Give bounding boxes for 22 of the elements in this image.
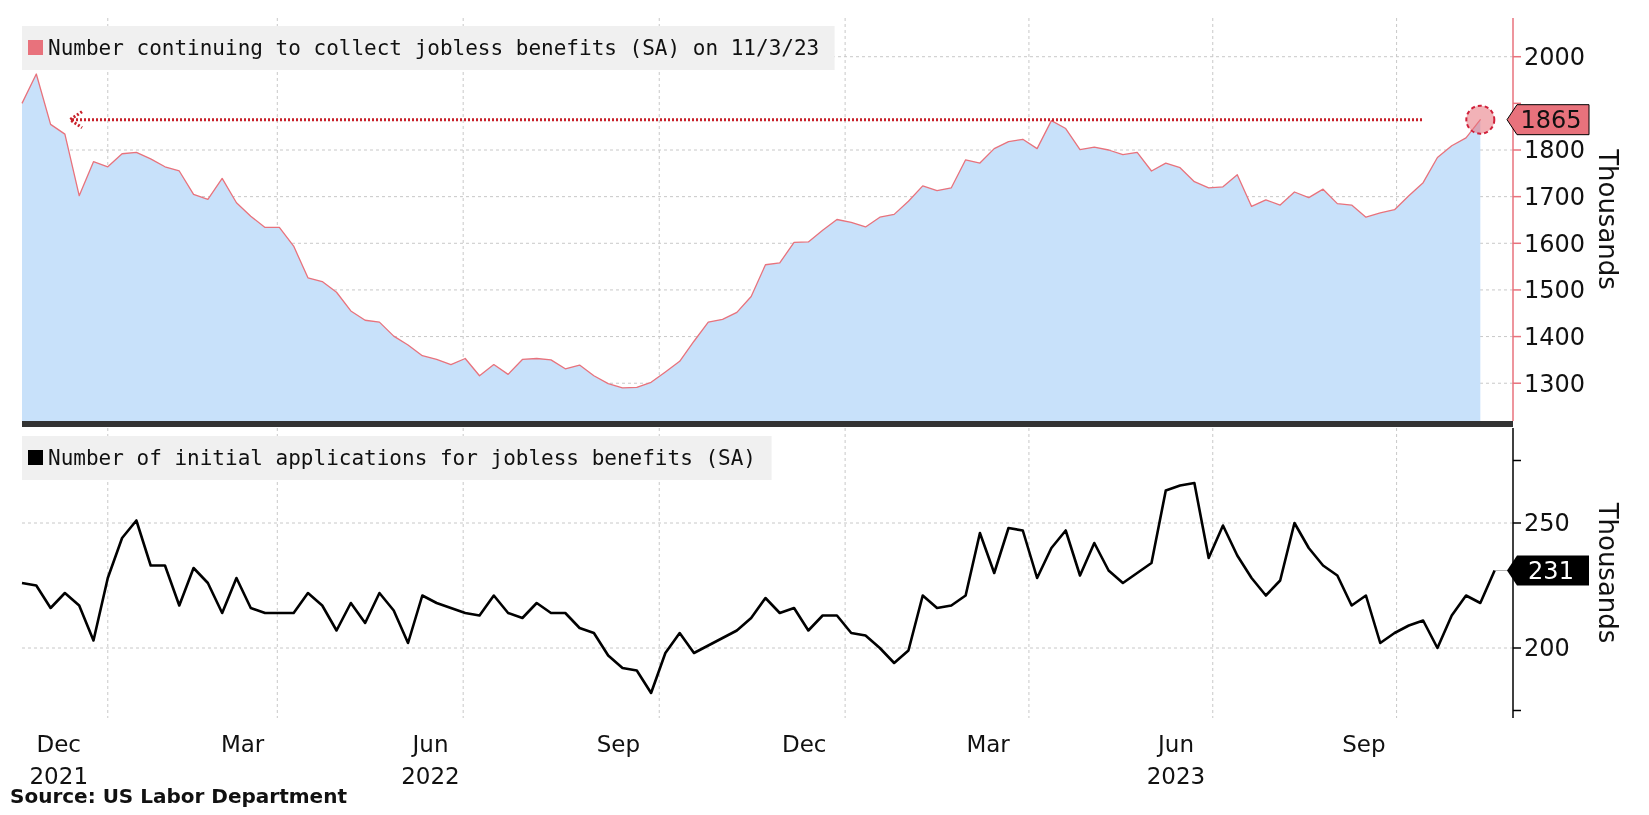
y-axis-title: Thousands [1593, 148, 1623, 290]
legend-label: Number continuing to collect jobless benefits (SA) on 11/3/23 [48, 36, 820, 61]
annotation: 1865 [1520, 106, 1582, 135]
y-tick-label: 1400 [1524, 322, 1586, 351]
x-tick-label: Sep [1342, 731, 1386, 757]
y-tick-label: 1800 [1524, 136, 1586, 165]
y-tick-label: 1300 [1524, 369, 1586, 398]
x-tick-label: Dec [782, 731, 827, 757]
x-tick-label: Sep [596, 731, 641, 757]
y-tick-label: 200 [1524, 634, 1570, 663]
legend-label: Number of initial applications for jobless benefits (SA) [48, 446, 757, 471]
x-tick-label: Jun 2022 [401, 731, 460, 789]
x-tick-label: Mar [966, 731, 1011, 757]
y-tick-label: 2000 [1524, 43, 1586, 72]
y-tick-label: 1600 [1524, 229, 1586, 258]
y-tick-label: 1500 [1524, 276, 1586, 305]
y-tick-label: 250 [1524, 509, 1570, 538]
x-tick-label: Jun 2023 [1146, 731, 1206, 789]
y-axis-title: Thousands [1593, 501, 1623, 644]
annotation: 231 [1528, 556, 1574, 585]
x-tick-label: Mar [220, 731, 265, 757]
y-tick-label: 1700 [1524, 183, 1586, 212]
